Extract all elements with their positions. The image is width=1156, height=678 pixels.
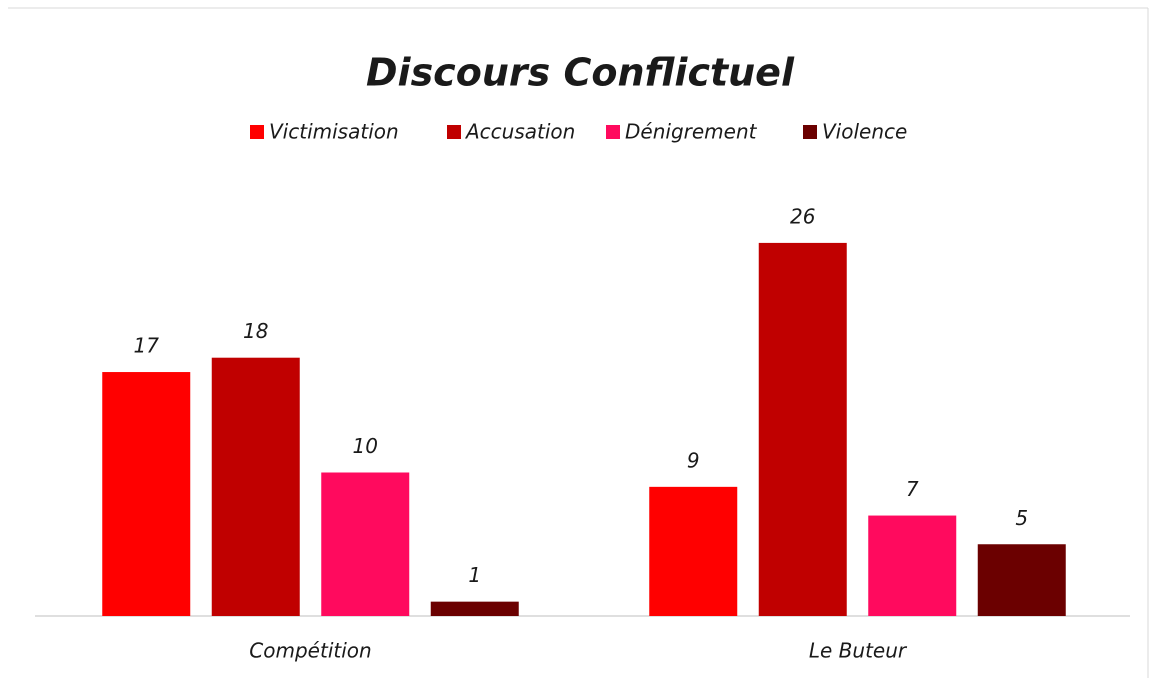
bar bbox=[321, 472, 410, 616]
legend-swatch bbox=[447, 125, 461, 139]
legend-swatch bbox=[803, 125, 817, 139]
bar bbox=[977, 544, 1066, 616]
legend-label: Dénigrement bbox=[625, 120, 758, 144]
data-label: 10 bbox=[353, 434, 378, 458]
bar bbox=[649, 486, 738, 616]
bar bbox=[430, 601, 519, 616]
data-label: 26 bbox=[790, 204, 815, 228]
x-tick-label: Compétition bbox=[249, 639, 371, 663]
bar bbox=[868, 515, 957, 616]
x-tick-label: Le Buteur bbox=[809, 639, 908, 663]
bar bbox=[758, 242, 847, 616]
bar bbox=[102, 372, 191, 616]
legend-label: Violence bbox=[822, 120, 907, 144]
data-label: 18 bbox=[243, 319, 268, 343]
data-label: 5 bbox=[1015, 506, 1028, 530]
bar bbox=[211, 357, 300, 616]
legend-label: Victimisation bbox=[269, 120, 399, 144]
legend-label: Accusation bbox=[464, 120, 575, 144]
data-label: 7 bbox=[906, 477, 919, 501]
legend-swatch bbox=[250, 125, 264, 139]
data-label: 17 bbox=[134, 334, 160, 358]
data-label: 9 bbox=[687, 448, 700, 472]
chart-title: Discours Conflictuel bbox=[366, 51, 795, 95]
legend-swatch bbox=[606, 125, 620, 139]
data-label: 1 bbox=[468, 563, 481, 587]
